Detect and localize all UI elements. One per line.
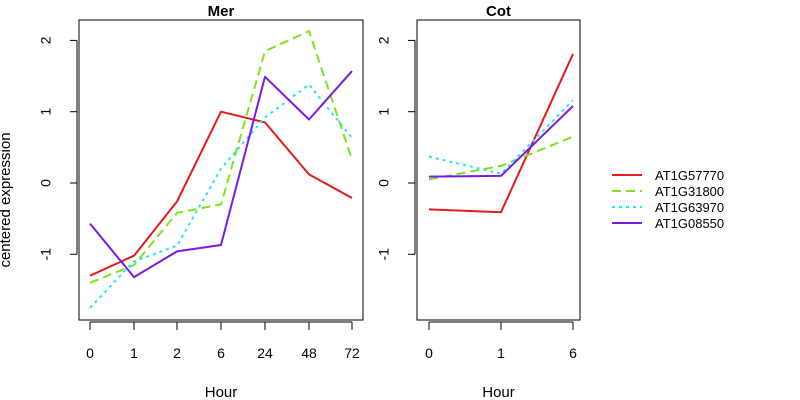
x-axis-label-mer: Hour (205, 384, 238, 400)
series-line-at1g57770-mer (89, 110, 353, 277)
series-line-at1g08550-cot (428, 105, 574, 178)
y-tick-label: 2 (376, 36, 392, 44)
chart-title-mer: Mer (208, 3, 235, 20)
x-tick-label: 0 (425, 345, 433, 361)
x-tick-label: 6 (569, 345, 577, 361)
x-tick-label: 2 (173, 345, 181, 361)
panel-cot: Cot 0 1 6 Hour -1 0 1 2 (376, 3, 581, 400)
y-tick-label: 1 (376, 108, 392, 116)
x-tick-label: 1 (497, 345, 505, 361)
x-axis-label-cot: Hour (482, 384, 515, 400)
y-tick-label: 0 (376, 179, 392, 187)
x-tick-label: 0 (86, 345, 94, 361)
y-axis-label: centered expression (0, 132, 14, 267)
chart-title-cot: Cot (486, 3, 511, 20)
legend-label-at1g57770: AT1G57770 (655, 168, 724, 183)
panel-mer: Mer 0 1 2 6 24 48 72 Hour -1 0 1 2 (38, 3, 364, 400)
series-line-at1g31800-mer (89, 30, 353, 284)
series-line-at1g08550-mer (89, 70, 353, 279)
series-line-at1g63970-cot (428, 99, 574, 175)
legend-label-at1g31800: AT1G31800 (655, 184, 724, 199)
y-tick-label: -1 (38, 248, 54, 261)
x-tick-label: 6 (217, 345, 225, 361)
x-tick-label: 72 (344, 345, 360, 361)
plot-frame-cot (416, 19, 581, 321)
y-tick-label: 2 (38, 36, 54, 44)
y-tick-label: 1 (38, 108, 54, 116)
series-line-at1g57770-cot (428, 53, 574, 214)
x-tick-label: 24 (257, 345, 273, 361)
y-tick-label: -1 (376, 248, 392, 261)
x-tick-label: 48 (301, 345, 317, 361)
y-tick-label: 0 (38, 179, 54, 187)
series-line-at1g31800-cot (428, 135, 574, 181)
series-line-at1g63970-mer (89, 83, 353, 309)
x-tick-label: 1 (130, 345, 138, 361)
legend-label-at1g08550: AT1G08550 (655, 216, 724, 231)
plot-frame-mer (78, 19, 364, 321)
legend-label-at1g63970: AT1G63970 (655, 200, 724, 215)
